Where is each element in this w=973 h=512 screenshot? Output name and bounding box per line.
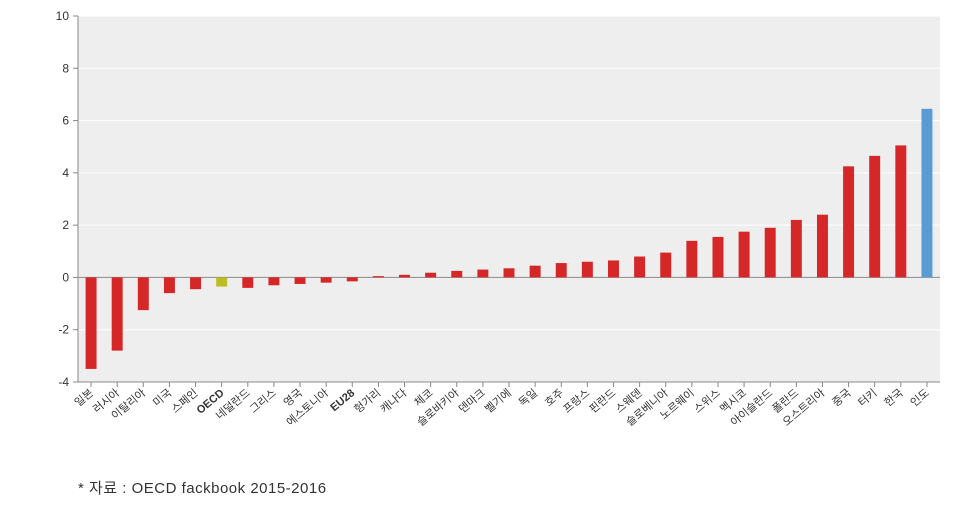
x-tick-label: 스페인 [169,386,201,415]
bar [164,277,175,293]
x-tick-label: 터키 [856,386,880,409]
chart-container: -4-20246810일본러시아이탈리아미국스페인OECD네덜란드그리스영국에스… [0,0,973,512]
x-tick-label: 프랑스 [561,386,593,415]
x-tick-label: EU28 [328,387,357,414]
bar [347,277,358,281]
bar [921,109,932,278]
source-caption: * 자료 : OECD fackbook 2015-2016 [78,477,327,498]
bar [739,232,750,278]
bar [895,145,906,277]
x-tick-label: 그리스 [247,386,279,415]
y-tick-label: 10 [56,9,70,23]
x-tick-label: 핀란드 [587,386,619,415]
bar [765,228,776,278]
bar [373,276,384,277]
bar [530,266,541,278]
y-tick-label: 4 [62,166,69,180]
bar [242,277,253,287]
bar [869,156,880,278]
bar [843,166,854,277]
x-tick-label: 벨기에 [482,386,514,415]
bar [582,262,593,278]
bar [451,271,462,278]
y-tick-label: -2 [58,323,69,337]
bar [791,220,802,278]
bar [817,215,828,278]
bar [321,277,332,282]
bar [477,270,488,278]
bar [686,241,697,278]
x-tick-label: 덴마크 [456,386,488,415]
x-tick-label: 독일 [516,386,541,410]
bar [504,268,515,277]
bar [608,260,619,277]
bar [190,277,201,289]
bar [112,277,123,350]
x-tick-label: 헝가리 [352,386,384,415]
y-tick-label: 0 [62,270,69,284]
x-tick-label: 스위스 [691,386,723,415]
x-tick-label: 캐나다 [378,386,410,415]
bar [634,257,645,278]
bar [138,277,149,310]
y-tick-label: 6 [62,114,69,128]
x-tick-label: 중국 [830,387,853,409]
bar [660,253,671,278]
bar-chart: -4-20246810일본러시아이탈리아미국스페인OECD네덜란드그리스영국에스… [0,0,973,512]
y-tick-label: 8 [62,61,69,75]
bar [425,273,436,278]
bar [216,277,227,286]
bar [268,277,279,285]
bar [712,237,723,278]
bar [556,263,567,277]
bar [86,277,97,369]
bar [295,277,306,284]
bar [399,275,410,278]
y-tick-label: -4 [58,375,69,389]
y-tick-label: 2 [62,218,69,232]
x-tick-label: 인도 [908,386,932,409]
x-tick-label: 한국 [882,386,906,409]
